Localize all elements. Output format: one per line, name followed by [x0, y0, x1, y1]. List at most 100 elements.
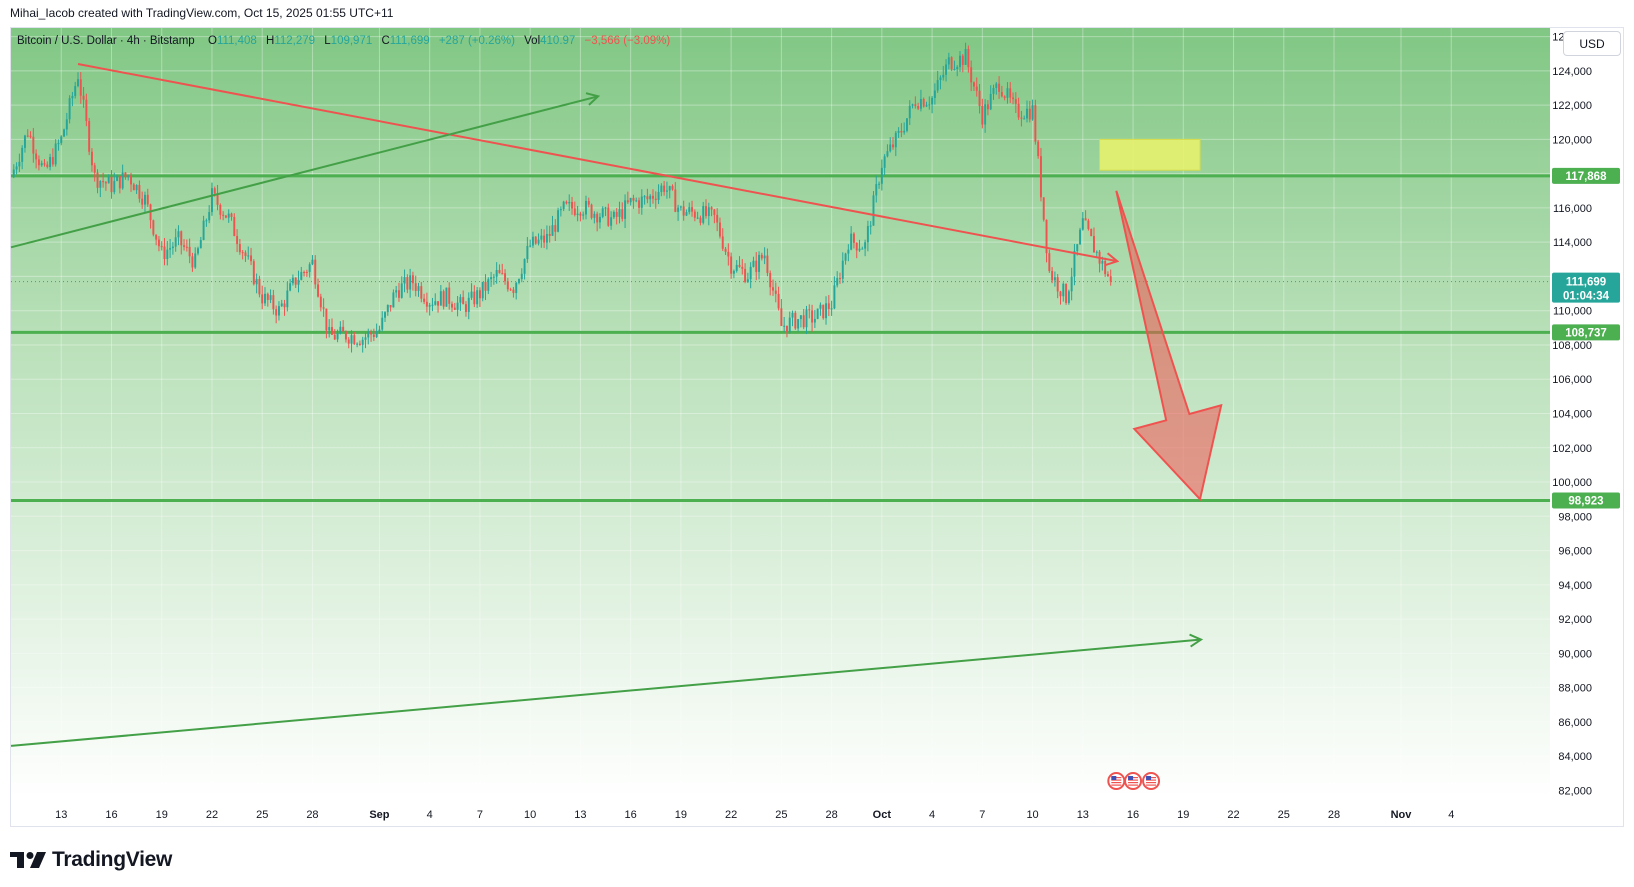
currency-button[interactable]: USD	[1563, 31, 1621, 56]
candle-body	[417, 286, 420, 291]
candle-body	[1059, 291, 1062, 297]
candle-body	[774, 290, 777, 294]
candle-body	[727, 251, 730, 257]
candle-body	[811, 310, 814, 323]
candle-body	[758, 254, 761, 272]
level-price-badge[interactable]: 98,923	[1552, 492, 1620, 509]
candle-body	[746, 279, 749, 282]
candle-body	[1037, 141, 1040, 157]
candle-body	[1070, 276, 1073, 292]
candle-body	[819, 304, 822, 309]
candle-body	[336, 333, 339, 340]
candle-body	[467, 297, 470, 312]
candle-body	[157, 239, 160, 247]
candle-body	[1051, 270, 1054, 281]
candle-body	[464, 304, 467, 312]
candle-body	[813, 318, 816, 323]
candle-body	[1020, 117, 1023, 119]
candle-body	[277, 306, 280, 316]
green-trendline-arrow-1[interactable]	[10, 97, 597, 249]
time-tick-label: 16	[105, 809, 117, 821]
red-projection-arrow[interactable]	[1115, 190, 1223, 502]
candle-body	[339, 326, 342, 334]
candle-body	[1017, 103, 1020, 118]
time-tick-label: 28	[1328, 809, 1340, 821]
us-flag-stripe	[1111, 784, 1122, 786]
candle-body	[1106, 274, 1109, 277]
candle-body	[241, 252, 244, 254]
candle-body	[462, 297, 465, 305]
candle-body	[395, 290, 398, 293]
candle-body	[878, 183, 881, 185]
candle-body	[864, 242, 867, 249]
candle-body	[169, 248, 172, 250]
time-tick-label: 13	[55, 809, 67, 821]
candle-body	[696, 217, 699, 219]
candle-body	[104, 182, 107, 184]
red-trendline-arrow[interactable]	[77, 62, 1116, 261]
candle-body	[897, 130, 900, 133]
candle-body	[986, 104, 989, 110]
candle-body	[928, 104, 931, 106]
candle-body	[724, 248, 727, 252]
candle-body	[534, 236, 537, 244]
brand-name: TradingView	[52, 848, 173, 871]
current-price-badge[interactable]: 111,699 01:04:34	[1552, 272, 1620, 303]
candle-body	[568, 201, 571, 204]
candle-body	[866, 226, 869, 243]
candle-body	[370, 332, 373, 335]
time-tick-label: 28	[306, 809, 318, 821]
candle-body	[772, 287, 774, 291]
price-tick-label: 122,000	[1552, 100, 1592, 112]
candle-body	[989, 93, 992, 110]
time-tick-label: 19	[156, 809, 168, 821]
candle-body	[752, 260, 755, 267]
tradingview-brand[interactable]: TradingView	[10, 848, 172, 872]
candle-body	[749, 266, 752, 280]
level-price-badge-bg	[1552, 324, 1620, 341]
candle-body	[869, 225, 872, 227]
price-axis[interactable]: 82,000 84,000 86,000 88,000 90,000 92,000 94,0…	[1552, 32, 1592, 798]
candle-body	[981, 106, 984, 125]
us-flag-icon[interactable]	[1124, 772, 1143, 790]
time-tick-label: 22	[206, 809, 218, 821]
us-flag-icon[interactable]	[1142, 772, 1161, 790]
candle-body	[984, 104, 987, 125]
legend-volume-change: −3,566 (−3.09%)	[585, 35, 671, 47]
candle-body	[258, 279, 261, 295]
candle-body	[347, 339, 350, 344]
candle-body	[68, 98, 71, 120]
green-trendline-arrow-2[interactable]	[10, 640, 1200, 747]
candle-body	[945, 64, 948, 75]
candle-body	[227, 213, 230, 218]
time-tick-label: 10	[524, 809, 536, 821]
candle-body	[936, 80, 939, 91]
level-price-badge[interactable]: 108,737	[1552, 324, 1620, 341]
candle-body	[18, 161, 21, 167]
level-price-badge-bg	[1552, 492, 1620, 509]
legend-symbol: Bitcoin / U.S. Dollar · 4h · Bitstamp	[17, 35, 195, 47]
candle-body	[29, 135, 32, 137]
candle-body	[836, 278, 839, 286]
candle-body	[839, 278, 841, 280]
candle-body	[381, 317, 384, 330]
time-axis[interactable]: 13 16 19 22 25 28 Sep 4 7 10 13 16 19 22 25 28 Oct 4 7 10 13…	[55, 809, 1454, 821]
candle-body	[250, 255, 253, 262]
legend-high-value: 112,279	[274, 35, 315, 47]
level-price-badge-text: 108,737	[1565, 327, 1607, 339]
candle-body	[825, 303, 828, 319]
candle-body	[621, 209, 624, 219]
candle-body	[693, 211, 696, 218]
us-flag-icon[interactable]	[1107, 772, 1126, 790]
candle-body	[40, 163, 43, 166]
time-tick-label: 4	[929, 809, 935, 821]
candle-body	[1042, 197, 1045, 220]
candle-body	[716, 214, 719, 223]
price-tick-label: 94,000	[1558, 580, 1592, 592]
candle-body	[596, 213, 599, 223]
candle-body	[367, 332, 370, 338]
level-price-badge[interactable]: 117,868	[1552, 167, 1620, 184]
highlight-zone-box[interactable]	[1099, 138, 1201, 171]
candle-body	[205, 220, 208, 222]
